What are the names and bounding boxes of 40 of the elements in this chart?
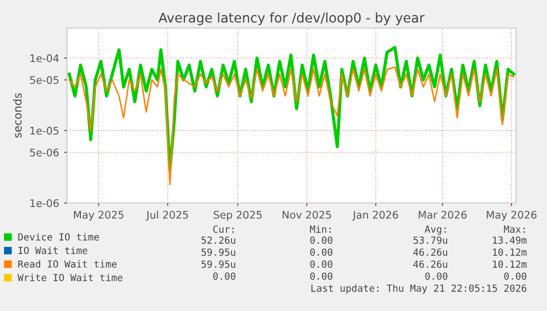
legend-label: IO Wait time xyxy=(18,246,88,254)
text: 0.00 xyxy=(310,236,332,244)
text: 53.79u xyxy=(414,236,448,244)
y-tick-label: 5e-05 xyxy=(30,76,58,84)
y-tick-label: 1e-06 xyxy=(30,199,59,208)
text: 52.26u xyxy=(202,236,236,244)
text: Avg: xyxy=(424,226,446,235)
y-tick-label: 1e-05 xyxy=(30,126,58,135)
legend-label: Device IO time xyxy=(18,233,99,241)
text: 0.00 xyxy=(310,272,332,280)
text: 46.26u xyxy=(413,248,448,256)
x-tick-label: May 2026 xyxy=(486,210,536,221)
text: 13.49m xyxy=(493,236,527,244)
line-series xyxy=(68,66,514,186)
x-tick-label: Nov 2025 xyxy=(282,210,331,219)
text: Cur: xyxy=(213,225,234,233)
text: 59.95u xyxy=(202,248,236,256)
text: 0.00 xyxy=(504,272,526,280)
x-tick-label: Mar 2026 xyxy=(418,210,467,219)
text: 59.95u xyxy=(202,260,236,268)
text: 10.12m xyxy=(493,248,527,256)
y-tick-label: 1e-04 xyxy=(30,54,59,62)
text: Min: xyxy=(310,225,331,233)
y-axis-title: seconds xyxy=(13,93,22,138)
x-tick-label: Sep 2025 xyxy=(214,210,262,221)
y-tick-label: 5e-06 xyxy=(30,148,59,156)
x-tick-label: Jan 2026 xyxy=(352,210,398,221)
x-tick-label: Jul 2025 xyxy=(146,210,188,221)
text: 0.00 xyxy=(310,260,332,268)
text: 46.26u xyxy=(413,260,448,268)
text: Max: xyxy=(504,226,525,233)
x-tick-label: May 2025 xyxy=(74,210,124,221)
text: Last update: Thu May 21 22:05:15 2026 xyxy=(311,284,526,294)
text: 10.12m xyxy=(493,260,527,268)
legend-label: Read IO Wait time xyxy=(18,260,117,268)
text: 0.00 xyxy=(310,248,332,256)
text: 0.00 xyxy=(425,272,448,280)
text: 0.00 xyxy=(213,272,236,280)
legend-label: Write IO Wait time xyxy=(18,274,122,282)
chart-title: Average latency for /dev/loop0 - by year xyxy=(158,12,425,26)
